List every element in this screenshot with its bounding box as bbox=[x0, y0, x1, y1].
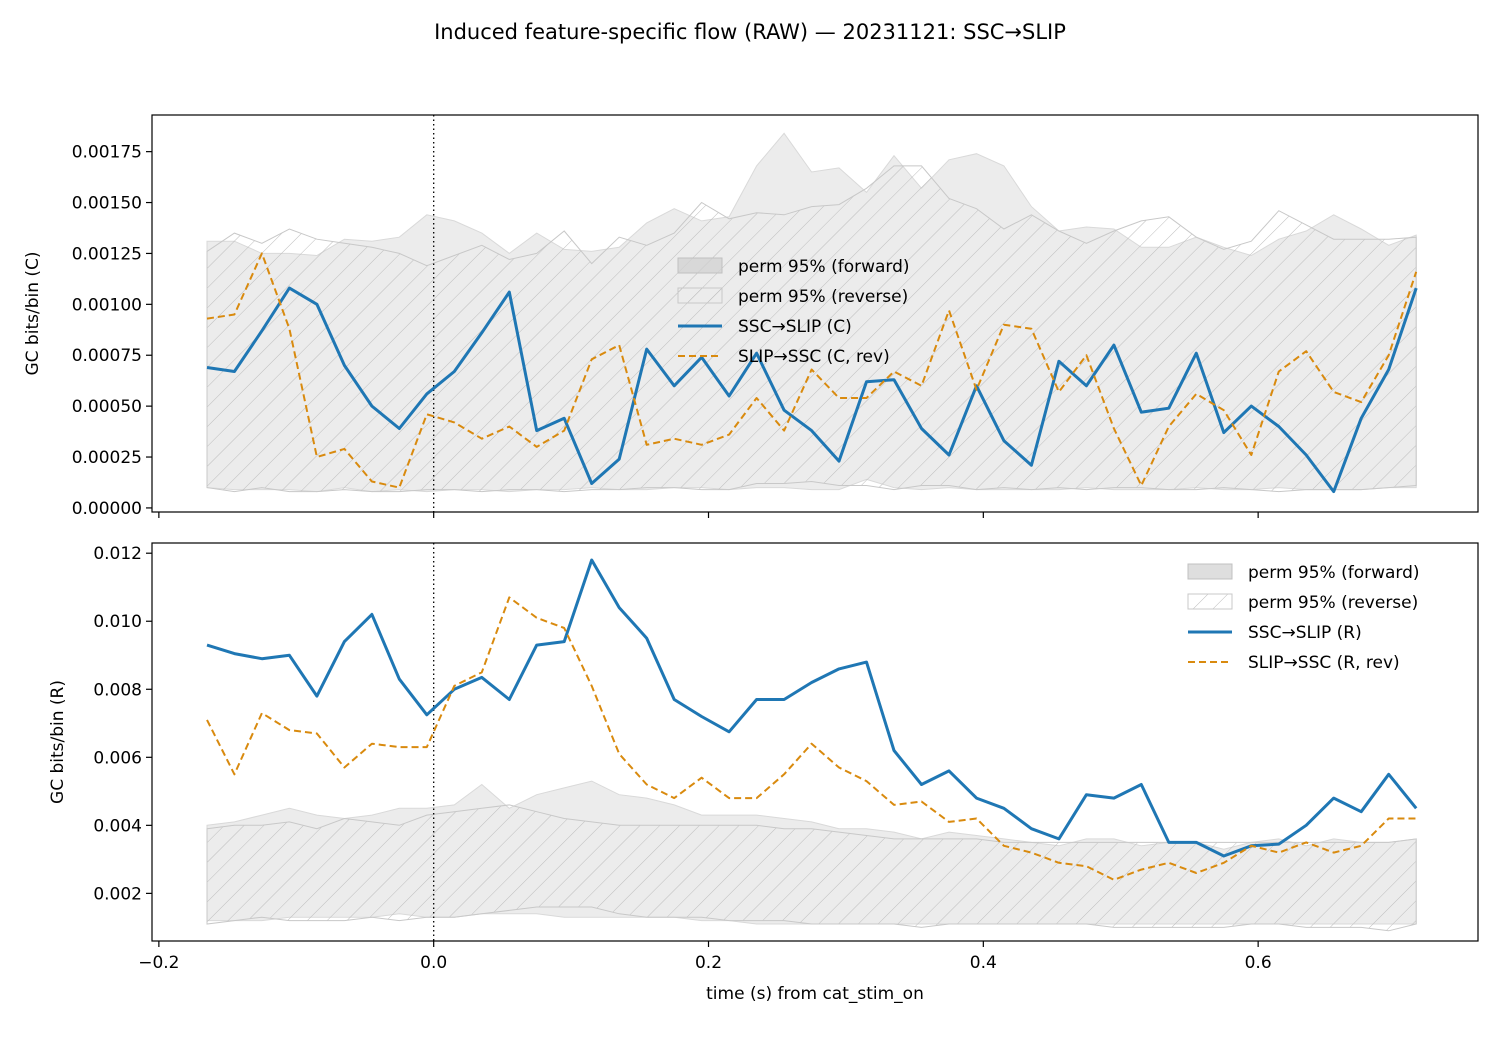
axes-frame bbox=[151, 542, 1479, 942]
y-tick-label: 0.012 bbox=[93, 544, 142, 564]
legend-label: perm 95% (forward) bbox=[738, 257, 910, 277]
figure-title: Induced feature-specific flow (RAW) — 20… bbox=[434, 20, 1066, 44]
legend: perm 95% (forward) perm 95% (reverse) SSC→… bbox=[1187, 563, 1420, 673]
y-tick-label: 0.010 bbox=[93, 612, 142, 632]
legend-label: perm 95% (forward) bbox=[1248, 563, 1420, 583]
legend-label: perm 95% (reverse) bbox=[1248, 593, 1418, 613]
legend-swatch-reverse bbox=[677, 287, 723, 304]
bottom-panel-r: 0.002 0.004 0.006 0.008 0.010 0.012 −0.2 0.0 0.2… bbox=[48, 542, 1479, 1004]
legend-swatch-forward bbox=[677, 257, 723, 274]
series-reverse-line bbox=[206, 252, 1418, 489]
legend-swatch-reverse bbox=[1187, 593, 1233, 610]
legend-swatch-forward bbox=[1187, 563, 1233, 580]
series-forward-line bbox=[206, 286, 1418, 494]
legend-label: SLIP→SSC (R, rev) bbox=[1248, 653, 1400, 673]
top-panel-c: 0.00000 0.00025 0.00050 0.00075 0.00100 0.001… bbox=[23, 114, 1479, 519]
x-axis-label: time (s) from cat_stim_on bbox=[706, 984, 924, 1004]
y-tick-label: 0.006 bbox=[93, 748, 142, 768]
legend-label: SLIP→SSC (C, rev) bbox=[738, 347, 890, 367]
y-tick-label: 0.00075 bbox=[72, 346, 142, 366]
y-tick-label: 0.00025 bbox=[72, 448, 142, 468]
y-tick-label: 0.00175 bbox=[72, 143, 142, 163]
y-axis-label: GC bits/bin (C) bbox=[23, 251, 43, 375]
x-tick-label: −0.2 bbox=[138, 953, 179, 973]
y-tick-label: 0.008 bbox=[93, 680, 142, 700]
series-forward-line bbox=[206, 558, 1418, 858]
y-tick-label: 0.004 bbox=[93, 816, 142, 836]
y-tick-label: 0.00000 bbox=[72, 499, 142, 519]
y-tick-label: 0.00100 bbox=[72, 295, 142, 315]
y-tick-label: 0.00050 bbox=[72, 397, 142, 417]
legend-label: SSC→SLIP (R) bbox=[1248, 623, 1362, 643]
y-tick-label: 0.00125 bbox=[72, 244, 142, 264]
y-tick-label: 0.002 bbox=[93, 884, 142, 904]
x-tick-label: 0.0 bbox=[420, 953, 447, 973]
axes-frame bbox=[151, 114, 1479, 513]
legend: perm 95% (forward) perm 95% (reverse) SSC→… bbox=[677, 257, 910, 367]
x-tick-label: 0.4 bbox=[970, 953, 997, 973]
y-axis-label: GC bits/bin (R) bbox=[48, 680, 68, 804]
y-tick-label: 0.00150 bbox=[72, 194, 142, 214]
x-tick-label: 0.2 bbox=[695, 953, 722, 973]
legend-label: perm 95% (reverse) bbox=[738, 287, 908, 307]
x-tick-label: 0.6 bbox=[1245, 953, 1272, 973]
legend-label: SSC→SLIP (C) bbox=[738, 317, 852, 337]
band-reverse bbox=[206, 165, 1417, 493]
band-reverse bbox=[206, 804, 1417, 932]
series-reverse-line bbox=[206, 596, 1417, 881]
